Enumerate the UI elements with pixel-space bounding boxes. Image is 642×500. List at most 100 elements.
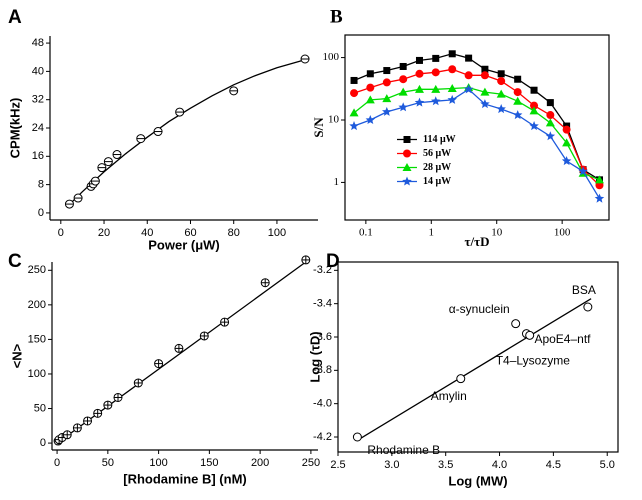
x-tick-label: 100 <box>268 227 286 239</box>
y-axis-label: CPM(kHz) <box>7 98 22 159</box>
data-point <box>561 156 572 166</box>
panel-letter: A <box>8 7 22 28</box>
data-point <box>480 71 489 80</box>
data-point <box>594 193 605 203</box>
legend-marker <box>402 176 412 186</box>
y-tick-label: 0 <box>40 437 46 449</box>
x-tick-label: 100 <box>554 227 571 239</box>
x-tick-label: 4.0 <box>492 459 507 471</box>
y-tick-label: 0 <box>38 207 44 219</box>
x-tick-label: 60 <box>184 227 196 239</box>
data-point <box>431 96 441 106</box>
panel-letter: D <box>326 251 340 272</box>
x-tick-label: 100 <box>149 457 167 469</box>
y-tick-label: 40 <box>32 65 44 77</box>
plot-frame <box>337 261 619 453</box>
data-point <box>382 78 391 87</box>
data-point <box>594 175 604 184</box>
data-point <box>511 319 521 329</box>
data-point <box>545 131 556 141</box>
data-point <box>414 97 425 107</box>
panel: D Log (MW) Log (τD) 2.5 3.0 3.5 4.0 4.5 5.0 -4.2 -… <box>307 251 619 488</box>
point-label: BSA <box>572 283 596 297</box>
data-point <box>431 84 441 93</box>
y-axis-label: S/N <box>311 117 326 138</box>
y-tick-label: 32 <box>32 94 44 106</box>
legend-marker <box>402 163 412 171</box>
panel: Bτ/τD S/N 0.1 1 10 100 1 10 100 114 μW 56 μW 28 μW 1… <box>311 6 610 249</box>
legend-marker <box>403 149 411 158</box>
x-tick-label: 0 <box>58 227 64 239</box>
data-point <box>350 76 358 84</box>
data-point <box>350 89 359 98</box>
data-point <box>414 84 424 93</box>
y-tick-label: -4.2 <box>313 431 332 443</box>
series-line <box>353 86 600 181</box>
fit-line <box>357 298 592 441</box>
data-point <box>496 89 506 98</box>
data-point <box>365 95 375 104</box>
x-tick-label: 3.5 <box>438 459 453 471</box>
data-point <box>481 65 489 73</box>
fit-line <box>66 59 306 208</box>
data-point <box>546 111 555 120</box>
series-line <box>353 53 600 181</box>
data-point <box>525 330 535 340</box>
data-point <box>349 108 359 117</box>
point-label: Amylin <box>431 389 467 403</box>
data-point <box>514 75 522 83</box>
data-point <box>456 374 466 384</box>
data-point <box>365 115 376 124</box>
data-point <box>513 96 523 105</box>
data-point <box>399 62 407 70</box>
data-point <box>530 101 539 110</box>
data-point <box>431 68 440 77</box>
data-point <box>398 87 408 96</box>
data-point <box>447 83 457 92</box>
x-tick-label: 20 <box>98 227 110 239</box>
x-tick-label: 1 <box>429 227 435 239</box>
y-tick-label: 1 <box>334 176 340 188</box>
y-tick-label: -4.0 <box>313 398 332 410</box>
x-axis-label: [Rhodamine B] (nM) <box>123 471 246 486</box>
data-point <box>415 69 424 78</box>
point-label: ApoE4–ntf <box>534 332 591 346</box>
x-tick-label: 3.0 <box>384 459 399 471</box>
data-point <box>497 70 505 78</box>
y-tick-label: 100 <box>323 51 340 63</box>
y-tick-label: 8 <box>38 179 44 191</box>
data-point <box>398 102 408 112</box>
data-point <box>562 125 571 134</box>
data-point <box>447 94 457 104</box>
legend-label: 114 μW <box>423 134 456 145</box>
x-tick-label: 250 <box>302 457 320 469</box>
y-tick-label: 250 <box>28 264 46 276</box>
x-tick-label: 5.0 <box>600 459 615 471</box>
x-tick-label: 40 <box>141 227 153 239</box>
data-point <box>366 70 374 78</box>
data-point <box>463 84 474 94</box>
legend-label: 14 μW <box>423 176 451 187</box>
data-point <box>382 94 392 103</box>
data-point <box>513 88 522 97</box>
y-tick-label: -3.8 <box>313 364 332 376</box>
x-axis-label: Log (MW) <box>448 473 507 488</box>
data-point <box>448 65 457 74</box>
data-point <box>545 118 555 127</box>
y-tick-label: 150 <box>28 333 46 345</box>
x-tick-label: 0 <box>54 457 60 469</box>
legend-label: 56 μW <box>423 148 451 159</box>
y-tick-label: 100 <box>28 368 46 380</box>
data-point <box>480 99 490 109</box>
x-tick-label: 80 <box>228 227 240 239</box>
data-point <box>349 121 359 131</box>
x-axis-label: Power (μW) <box>148 237 220 252</box>
data-point <box>512 110 523 120</box>
x-tick-label: 4.5 <box>546 459 561 471</box>
y-tick-label: 200 <box>28 299 46 311</box>
x-tick-label: 150 <box>200 457 218 469</box>
legend-marker <box>403 136 411 143</box>
y-tick-label: -3.2 <box>313 264 332 276</box>
y-tick-label: 48 <box>32 37 44 49</box>
